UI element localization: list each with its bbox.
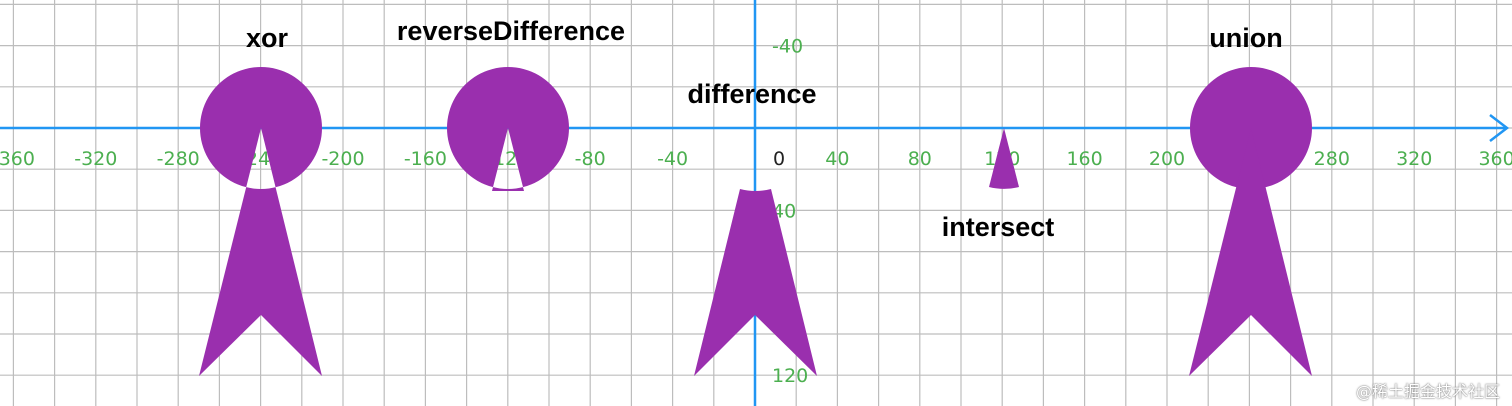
x-tick-label: 320 <box>1396 148 1432 170</box>
operation-labels: xor reverseDifference difference interse… <box>246 16 1283 242</box>
y-tick-label: 40 <box>772 200 796 222</box>
x-tick-label: 280 <box>1314 148 1350 170</box>
reverse-difference-shape <box>446 67 569 191</box>
difference-shape <box>694 189 817 376</box>
x-tick-label: 360 <box>1478 148 1512 170</box>
x-tick-label: 160 <box>1066 148 1102 170</box>
intersect-shape <box>989 128 1019 189</box>
label-difference: difference <box>687 79 816 109</box>
shapes-layer <box>199 67 1312 376</box>
x-tick-label: -40 <box>657 148 688 170</box>
label-reverse-difference: reverseDifference <box>397 16 625 46</box>
y-tick-label: -40 <box>772 36 803 58</box>
union-shape <box>1189 67 1312 189</box>
x-tick-label: -280 <box>157 148 200 170</box>
label-xor: xor <box>246 23 289 53</box>
x-tick-label: -200 <box>321 148 364 170</box>
union-arrow <box>1189 128 1312 376</box>
x-tick-label: 40 <box>825 148 849 170</box>
watermark: @稀土掘金技术社区 <box>1355 382 1500 401</box>
x-tick-label: 80 <box>908 148 932 170</box>
x-tick-label: -360 <box>0 148 35 170</box>
x-tick-label: 200 <box>1149 148 1185 170</box>
x-tick-label: -80 <box>575 148 606 170</box>
x-tick-label: -320 <box>74 148 117 170</box>
label-union: union <box>1209 23 1282 53</box>
xor-shape <box>199 67 322 376</box>
origin-label: 0 <box>773 148 785 170</box>
x-axis-arrow <box>1489 114 1510 142</box>
x-tick-label: -160 <box>404 148 447 170</box>
label-intersect: intersect <box>942 212 1055 242</box>
y-tick-label: 120 <box>772 365 808 387</box>
